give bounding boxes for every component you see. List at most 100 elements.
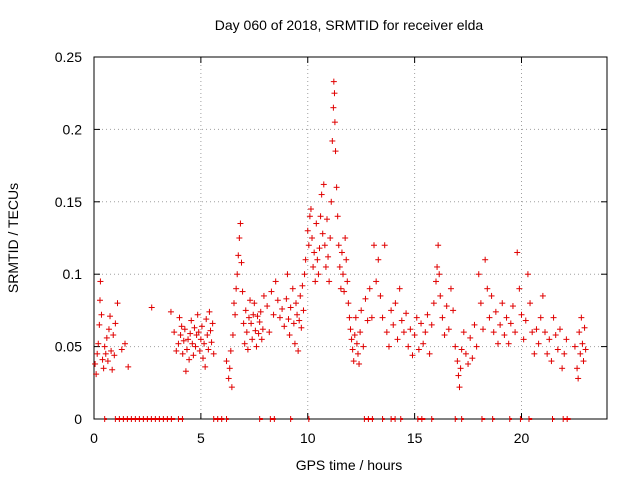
data-point: [198, 323, 205, 330]
data-point: [443, 303, 450, 310]
data-point: [454, 358, 461, 365]
data-point: [319, 230, 326, 237]
data-point: [353, 340, 360, 347]
data-point: [317, 213, 324, 220]
data-point: [294, 311, 301, 318]
data-point: [292, 300, 299, 307]
data-point: [574, 365, 581, 372]
data-point: [281, 323, 288, 330]
data-point: [420, 340, 427, 347]
data-point: [533, 326, 540, 333]
data-point: [309, 235, 316, 241]
data-point: [125, 363, 132, 370]
data-point: [318, 191, 325, 198]
data-point: [243, 329, 250, 336]
data-point: [312, 278, 319, 285]
data-point: [286, 332, 293, 339]
data-point: [428, 321, 435, 328]
data-point: [173, 347, 180, 354]
data-point: [101, 343, 108, 350]
data-point: [315, 271, 322, 278]
y-tick-label: 0: [74, 411, 82, 427]
data-point: [226, 365, 233, 372]
data-point: [189, 340, 196, 347]
data-point: [188, 317, 195, 324]
data-point: [377, 292, 384, 299]
data-point: [505, 340, 512, 347]
data-point: [274, 297, 281, 304]
data-point: [98, 311, 105, 318]
data-point: [418, 320, 425, 327]
data-point: [580, 358, 587, 365]
data-point: [285, 316, 292, 323]
data-point: [539, 292, 546, 299]
data-point: [196, 347, 203, 354]
data-point: [475, 271, 482, 278]
data-point: [298, 324, 305, 331]
data-point: [296, 317, 303, 324]
data-point: [204, 332, 211, 339]
data-point: [207, 327, 214, 334]
data-point: [97, 278, 104, 285]
data-point: [238, 259, 245, 266]
data-point: [305, 242, 312, 249]
data-point: [191, 324, 198, 331]
data-point: [102, 350, 109, 357]
data-point: [392, 300, 399, 307]
data-point: [457, 365, 464, 372]
data-point: [307, 206, 314, 213]
ticks: 0 0.05 0.1 0.15 0.2 0.25 0 5 10 15 20: [55, 49, 607, 446]
data-point: [181, 326, 188, 333]
data-point: [241, 340, 248, 347]
data-point: [322, 263, 329, 270]
y-tick-label: 0.15: [55, 194, 82, 210]
data-point: [330, 78, 337, 85]
data-point: [111, 352, 118, 359]
data-point: [254, 313, 261, 320]
data-point: [234, 271, 241, 278]
data-point: [245, 314, 252, 321]
data-point: [458, 346, 465, 353]
data-point: [178, 323, 185, 330]
data-point: [356, 360, 363, 367]
data-point: [310, 263, 317, 270]
data-point: [455, 372, 462, 379]
data-point: [99, 356, 106, 363]
data-point: [522, 317, 529, 324]
data-point: [175, 340, 182, 347]
data-point: [112, 320, 119, 327]
data-point: [351, 332, 358, 339]
data-point: [244, 346, 251, 353]
data-point: [422, 329, 429, 336]
data-point: [249, 336, 256, 343]
data-point: [279, 305, 286, 312]
data-point: [561, 350, 568, 357]
data-point: [209, 320, 216, 327]
data-point: [357, 329, 364, 336]
data-point: [200, 355, 207, 362]
data-point: [337, 285, 344, 292]
data-point: [335, 242, 342, 249]
data-point: [390, 321, 397, 328]
data-point: [347, 326, 354, 333]
data-point: [340, 271, 347, 278]
data-point: [334, 213, 341, 220]
data-point: [121, 340, 128, 347]
data-point: [435, 242, 442, 249]
data-point: [388, 307, 395, 314]
data-point: [364, 317, 371, 324]
data-point: [118, 346, 125, 353]
data-point: [253, 343, 260, 350]
data-point: [537, 314, 544, 321]
data-point: [96, 297, 103, 304]
data-point: [185, 336, 192, 343]
data-point: [206, 308, 213, 315]
data-point: [114, 300, 121, 307]
grid: [94, 57, 607, 419]
data-point: [433, 278, 439, 285]
data-point: [331, 90, 338, 97]
data-point: [321, 242, 328, 249]
data-point: [352, 314, 359, 321]
data-point: [190, 352, 197, 359]
